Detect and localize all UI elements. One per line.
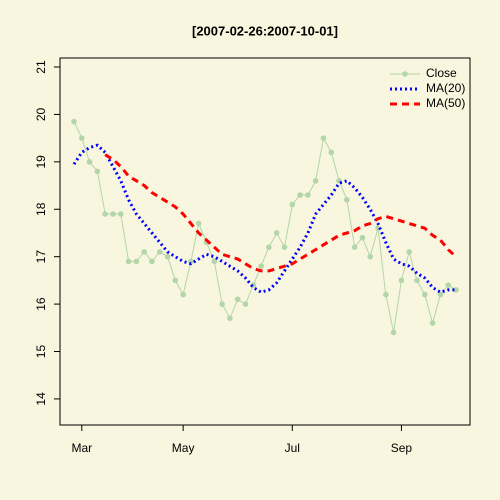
- x-tick-label: May: [172, 441, 195, 455]
- legend-label: MA(20): [426, 81, 465, 95]
- data-point: [164, 253, 171, 260]
- data-point: [422, 291, 428, 298]
- data-point: [219, 301, 225, 307]
- data-point: [78, 135, 85, 141]
- data-point: [234, 296, 241, 303]
- data-point: [390, 329, 397, 336]
- series-line: [72, 143, 456, 294]
- x-tick-label: Mar: [71, 441, 92, 455]
- data-point: [297, 192, 303, 198]
- y-tick-label: 19: [34, 155, 48, 169]
- data-point: [195, 220, 202, 227]
- data-point: [102, 211, 108, 217]
- data-point: [156, 249, 163, 255]
- y-tick-label: 17: [34, 250, 48, 264]
- chart-title: [2007-02-26:2007-10-01]: [192, 23, 338, 38]
- legend-label: Close: [426, 66, 457, 80]
- legend-marker: [402, 71, 408, 77]
- data-point: [383, 291, 389, 298]
- data-point: [305, 192, 311, 198]
- data-point: [414, 277, 420, 284]
- data-point: [180, 291, 186, 298]
- data-point: [258, 263, 264, 269]
- y-tick-label: 15: [34, 345, 48, 359]
- data-point: [320, 135, 327, 141]
- data-point: [172, 277, 179, 284]
- y-tick-label: 21: [34, 60, 48, 74]
- data-point: [94, 168, 101, 175]
- data-point: [227, 315, 233, 322]
- x-tick-label: Sep: [391, 441, 413, 455]
- x-tick-label: Jul: [285, 441, 300, 455]
- y-tick-label: 16: [34, 297, 48, 311]
- data-point: [367, 253, 374, 260]
- data-point: [242, 301, 249, 307]
- data-point: [398, 277, 405, 284]
- y-tick-label: 14: [34, 392, 48, 406]
- data-point: [445, 282, 452, 288]
- data-point: [437, 291, 444, 298]
- data-point: [344, 196, 350, 203]
- y-tick-label: 18: [34, 202, 48, 216]
- data-point: [453, 287, 459, 293]
- data-point: [328, 149, 335, 156]
- series-line: [104, 153, 458, 273]
- legend-label: MA(50): [426, 96, 465, 110]
- data-point: [281, 244, 288, 250]
- data-point: [289, 201, 296, 208]
- data-point: [266, 244, 272, 250]
- plot-frame: [59, 57, 471, 426]
- data-point: [117, 211, 124, 217]
- data-point: [125, 258, 132, 265]
- data-point: [406, 249, 413, 255]
- y-tick-label: 20: [34, 107, 48, 121]
- data-point: [86, 159, 93, 165]
- data-point: [351, 244, 358, 250]
- data-point: [133, 258, 140, 265]
- data-point: [429, 320, 436, 326]
- data-point: [149, 258, 155, 265]
- data-point: [141, 249, 147, 255]
- data-point: [359, 234, 366, 241]
- data-point: [110, 211, 116, 217]
- data-point: [273, 230, 280, 236]
- data-point: [312, 178, 319, 184]
- data-point: [211, 258, 218, 265]
- data-point: [71, 118, 77, 125]
